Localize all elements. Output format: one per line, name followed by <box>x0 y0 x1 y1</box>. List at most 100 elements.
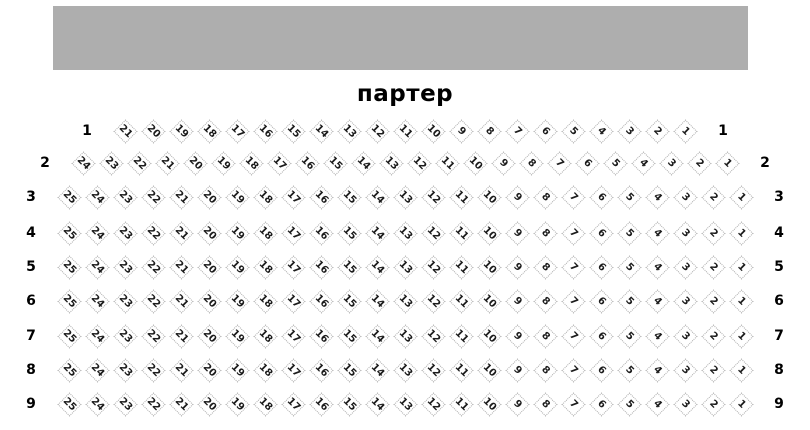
seat[interactable]: 17 <box>280 323 306 349</box>
seat[interactable]: 19 <box>224 220 250 246</box>
seat[interactable]: 19 <box>168 118 194 144</box>
seat[interactable]: 21 <box>168 184 194 210</box>
seat[interactable]: 15 <box>336 323 362 349</box>
seat[interactable]: 9 <box>490 150 516 176</box>
seat[interactable]: 3 <box>672 357 698 383</box>
seat[interactable]: 15 <box>336 220 362 246</box>
seat[interactable]: 19 <box>224 391 250 417</box>
seat[interactable]: 11 <box>448 184 474 210</box>
seat[interactable]: 8 <box>532 391 558 417</box>
seat[interactable]: 12 <box>420 254 446 280</box>
seat[interactable]: 6 <box>588 357 614 383</box>
seat[interactable]: 3 <box>672 288 698 314</box>
seat[interactable]: 10 <box>476 288 502 314</box>
seat[interactable]: 16 <box>252 118 278 144</box>
seat[interactable]: 15 <box>336 357 362 383</box>
seat[interactable]: 9 <box>504 254 530 280</box>
seat[interactable]: 18 <box>252 357 278 383</box>
seat[interactable]: 22 <box>140 184 166 210</box>
seat[interactable]: 14 <box>350 150 376 176</box>
seat[interactable]: 9 <box>504 220 530 246</box>
seat[interactable]: 18 <box>196 118 222 144</box>
seat[interactable]: 2 <box>700 323 726 349</box>
seat[interactable]: 2 <box>700 184 726 210</box>
seat[interactable]: 9 <box>504 288 530 314</box>
seat[interactable]: 22 <box>140 391 166 417</box>
seat[interactable]: 17 <box>280 254 306 280</box>
seat[interactable]: 14 <box>364 391 390 417</box>
seat[interactable]: 12 <box>406 150 432 176</box>
seat[interactable]: 12 <box>420 288 446 314</box>
seat[interactable]: 3 <box>658 150 684 176</box>
seat[interactable]: 14 <box>364 254 390 280</box>
seat[interactable]: 4 <box>644 391 670 417</box>
seat[interactable]: 21 <box>154 150 180 176</box>
seat[interactable]: 24 <box>84 220 110 246</box>
seat[interactable]: 20 <box>140 118 166 144</box>
seat[interactable]: 16 <box>308 288 334 314</box>
seat[interactable]: 23 <box>112 254 138 280</box>
seat[interactable]: 17 <box>280 184 306 210</box>
seat[interactable]: 1 <box>728 184 754 210</box>
seat[interactable]: 22 <box>140 357 166 383</box>
seat[interactable]: 10 <box>476 184 502 210</box>
seat[interactable]: 1 <box>728 288 754 314</box>
seat[interactable]: 15 <box>336 391 362 417</box>
seat[interactable]: 17 <box>266 150 292 176</box>
seat[interactable]: 12 <box>420 357 446 383</box>
seat[interactable]: 5 <box>616 391 642 417</box>
seat[interactable]: 1 <box>728 220 754 246</box>
seat[interactable]: 6 <box>588 391 614 417</box>
seat[interactable]: 13 <box>392 391 418 417</box>
seat[interactable]: 22 <box>140 323 166 349</box>
seat[interactable]: 4 <box>644 323 670 349</box>
seat[interactable]: 14 <box>364 184 390 210</box>
seat[interactable]: 22 <box>126 150 152 176</box>
seat[interactable]: 18 <box>252 391 278 417</box>
seat[interactable]: 11 <box>448 288 474 314</box>
seat[interactable]: 23 <box>112 323 138 349</box>
seat[interactable]: 7 <box>560 220 586 246</box>
seat[interactable]: 20 <box>182 150 208 176</box>
seat[interactable]: 2 <box>700 357 726 383</box>
seat[interactable]: 11 <box>448 254 474 280</box>
seat[interactable]: 6 <box>588 254 614 280</box>
seat[interactable]: 21 <box>168 220 194 246</box>
seat[interactable]: 25 <box>56 220 82 246</box>
seat[interactable]: 20 <box>196 288 222 314</box>
seat[interactable]: 5 <box>560 118 586 144</box>
seat[interactable]: 14 <box>364 288 390 314</box>
seat[interactable]: 5 <box>616 184 642 210</box>
seat[interactable]: 8 <box>476 118 502 144</box>
seat[interactable]: 20 <box>196 184 222 210</box>
seat[interactable]: 9 <box>504 184 530 210</box>
seat[interactable]: 4 <box>644 357 670 383</box>
seat[interactable]: 1 <box>728 254 754 280</box>
seat[interactable]: 8 <box>532 288 558 314</box>
seat[interactable]: 16 <box>294 150 320 176</box>
seat[interactable]: 23 <box>112 357 138 383</box>
seat[interactable]: 16 <box>308 254 334 280</box>
seat[interactable]: 24 <box>84 288 110 314</box>
seat[interactable]: 7 <box>504 118 530 144</box>
seat[interactable]: 21 <box>168 357 194 383</box>
seat[interactable]: 10 <box>462 150 488 176</box>
seat[interactable]: 17 <box>280 357 306 383</box>
seat[interactable]: 22 <box>140 288 166 314</box>
seat[interactable]: 21 <box>112 118 138 144</box>
seat[interactable]: 23 <box>112 288 138 314</box>
seat[interactable]: 14 <box>364 220 390 246</box>
seat[interactable]: 17 <box>280 220 306 246</box>
seat[interactable]: 24 <box>70 150 96 176</box>
seat[interactable]: 22 <box>140 220 166 246</box>
seat[interactable]: 14 <box>364 323 390 349</box>
seat[interactable]: 1 <box>714 150 740 176</box>
seat[interactable]: 24 <box>84 357 110 383</box>
seat[interactable]: 17 <box>280 288 306 314</box>
seat[interactable]: 16 <box>308 184 334 210</box>
seat[interactable]: 6 <box>588 184 614 210</box>
seat[interactable]: 1 <box>672 118 698 144</box>
seat[interactable]: 3 <box>672 220 698 246</box>
seat[interactable]: 3 <box>672 254 698 280</box>
seat[interactable]: 19 <box>224 184 250 210</box>
